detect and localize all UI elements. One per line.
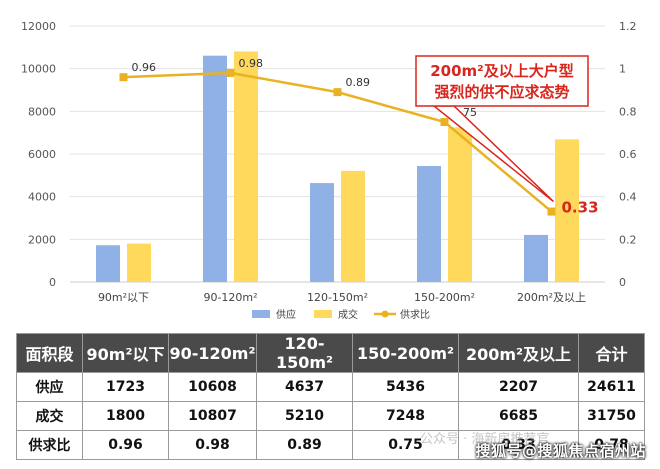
table-header-cell: 120-150m²	[256, 333, 353, 373]
y-right-tick-label: 0.8	[619, 105, 637, 118]
bar-supply	[310, 183, 334, 282]
table-row-ratio: 供求比 0.96 0.98 0.89 0.75 0.33 0.78	[16, 430, 645, 460]
y-right-tick-label: 0.2	[619, 233, 637, 246]
x-tick-label: 150-200m²	[414, 291, 475, 304]
bar-deals	[555, 139, 579, 282]
table-cell: 10807	[168, 401, 257, 431]
ratio-point	[333, 88, 342, 97]
x-tick-label: 90m²以下	[98, 291, 149, 304]
y-left-tick-label: 2000	[28, 233, 56, 246]
table-cell: 0.75	[352, 430, 459, 460]
x-tick-label: 90-120m²	[203, 291, 257, 304]
legend-label: 供求比	[400, 308, 430, 321]
table-cell: 1723	[82, 372, 169, 402]
y-right-tick-label: 0.6	[619, 148, 637, 161]
row-label: 供求比	[16, 430, 83, 460]
table-row-deals: 成交 1800 10807 5210 7248 6685 31750	[16, 401, 645, 431]
table-cell: 0.98	[168, 430, 257, 460]
ratio-point	[547, 207, 556, 216]
legend-label: 供应	[276, 308, 296, 321]
table-cell: 1800	[82, 401, 169, 431]
table-cell: 4637	[256, 372, 353, 402]
ratio-point	[119, 73, 128, 82]
y-left-tick-label: 8000	[28, 105, 56, 118]
legend-swatch	[314, 310, 332, 318]
y-right-tick-label: 0.4	[619, 191, 637, 204]
table-header-cell: 合计	[578, 333, 645, 373]
bar-deals	[448, 127, 472, 282]
table-row-supply: 供应 1723 10608 4637 5436 2207 24611	[16, 372, 645, 402]
point-label: 0.89	[346, 76, 371, 89]
y-left-tick-label: 0	[49, 276, 56, 289]
table-header-cell: 90m²以下	[82, 333, 169, 373]
y-right-tick-label: 1	[619, 63, 626, 76]
y-left-tick-label: 6000	[28, 148, 56, 161]
point-label: 0.96	[132, 61, 157, 74]
table-cell: 31750	[578, 401, 645, 431]
bar-supply	[417, 166, 441, 282]
table-cell: 5436	[352, 372, 459, 402]
annotation-line-1: 200m²及以上大户型	[430, 62, 574, 80]
faint-watermark: 公众号 · 海新房推荐官	[420, 432, 550, 447]
table-cell: 24611	[578, 372, 645, 402]
source-watermark: 搜狐号@搜狐焦点宿州站	[475, 442, 646, 460]
bar-deals	[234, 51, 258, 282]
annotation-box	[415, 55, 589, 107]
y-left-tick-label: 10000	[21, 63, 56, 76]
bar-supply	[524, 234, 548, 282]
annotation-line-2: 强烈的供不应求态势	[434, 83, 569, 101]
table-cell: 5210	[256, 401, 353, 431]
legend-label: 成交	[338, 308, 358, 321]
bar-supply	[203, 55, 227, 282]
table-cell: 10608	[168, 372, 257, 402]
table-cell: 6685	[458, 401, 579, 431]
bar-deals	[127, 243, 151, 282]
table-header-cell: 面积段	[16, 333, 83, 373]
table-cell: 0.78	[578, 430, 645, 460]
table-header-cell: 200m²及以上	[458, 333, 579, 373]
table-cell: 0.89	[256, 430, 353, 460]
table-cell: 0.96	[82, 430, 169, 460]
point-label: 0.98	[239, 57, 264, 70]
x-tick-label: 120-150m²	[307, 291, 368, 304]
point-label-highlight: 0.33	[562, 199, 599, 217]
table-cell: 2207	[458, 372, 579, 402]
ratio-point	[226, 68, 235, 77]
data-table: 面积段 90m²以下 90-120m² 120-150m² 150-200m² …	[16, 333, 645, 460]
row-label: 供应	[16, 372, 83, 402]
y-left-tick-label: 12000	[21, 20, 56, 33]
table-header-cell: 150-200m²	[352, 333, 459, 373]
table-cell: 7248	[352, 401, 459, 431]
y-left-tick-label: 4000	[28, 191, 56, 204]
chart-svg: 0 2000 4000 6000 8000 10000 12000 0 0.2 0.4 0.6 0.8…	[21, 20, 637, 321]
x-tick-label: 200m²及以上	[517, 291, 586, 304]
y-right-tick-label: 1.2	[619, 20, 637, 33]
y-right-tick-label: 0	[619, 276, 626, 289]
table-header-row: 面积段 90m²以下 90-120m² 120-150m² 150-200m² …	[16, 333, 645, 373]
row-label: 成交	[16, 401, 83, 431]
bar-supply	[96, 245, 120, 282]
ratio-point	[440, 118, 449, 126]
legend-swatch	[252, 310, 270, 318]
table-cell: 0.33	[458, 430, 579, 460]
table-header-cell: 90-120m²	[168, 333, 257, 373]
bar-deals	[341, 170, 365, 282]
legend-swatch-marker	[381, 310, 389, 318]
